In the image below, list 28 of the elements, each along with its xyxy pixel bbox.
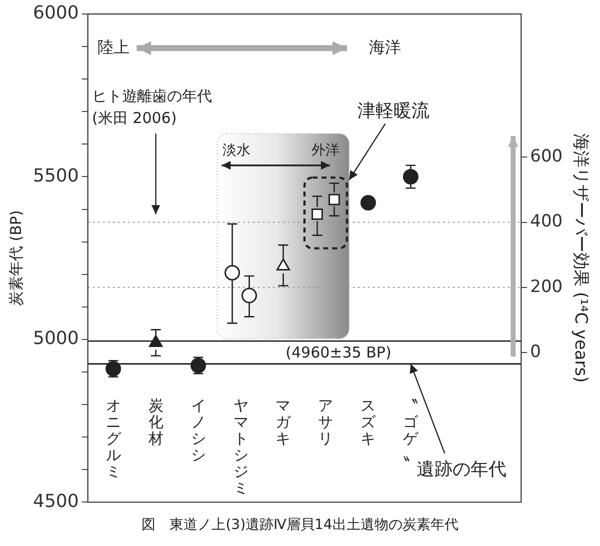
ref-line-label: (4960±35 BP) — [286, 343, 392, 362]
y-tick-label: 5500 — [32, 165, 79, 186]
x-tick-label: マガキ — [276, 396, 292, 448]
y-tick-label: 4500 — [32, 490, 79, 512]
annotation: 淡水 — [222, 142, 251, 158]
y2-axis-title: 海洋リザーバー効果 (¹⁴C years) — [570, 133, 590, 383]
text: 図 東道ノ上(3)遺跡Ⅳ層貝14出土遺物の炭素年代 — [140, 516, 460, 534]
x-tick-label: スズキ — [360, 396, 377, 448]
annotation: 遺跡の年代 — [416, 459, 507, 480]
x-tick-label: オニグルミ — [106, 396, 122, 480]
x-tick-label: 炭化材 — [147, 396, 164, 448]
y2-tick-label: 200 — [530, 276, 563, 297]
annotation: ヒト遊離歯の年代 — [92, 86, 212, 105]
x-tick-label: ヤマトシジミ — [233, 396, 248, 497]
y2-tick-label: 600 — [530, 146, 563, 167]
y-axis-title: 炭素年代 (BP) — [6, 210, 25, 306]
y-tick-label: 6000 — [32, 2, 79, 24]
annotation: 外洋 — [312, 142, 340, 158]
y-tick-label: 5000 — [32, 328, 79, 350]
annotation: 陸上 — [97, 37, 130, 56]
y2-tick-label: 400 — [530, 212, 563, 232]
annotation: (米田 2006) — [92, 108, 177, 127]
y2-tick-label: 0 — [530, 342, 541, 362]
annotation: 津軽暖流 — [358, 100, 430, 122]
x-tick-label: 〝ゴゲ〟 — [403, 396, 420, 464]
annotation: 海洋 — [369, 37, 402, 56]
x-tick-label: アサリ — [318, 396, 334, 448]
x-tick-label: イノシシ — [190, 396, 206, 464]
